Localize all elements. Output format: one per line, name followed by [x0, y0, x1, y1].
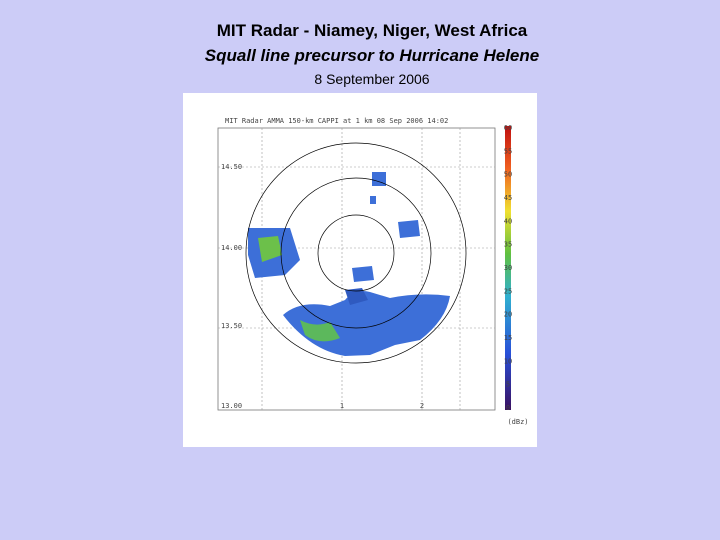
colorbar-label: 25	[504, 287, 512, 295]
colorbar-label: 10	[504, 357, 512, 365]
lat-label: 14.00	[221, 244, 242, 252]
colorbar-unit: (dBz)	[507, 418, 528, 426]
colorbar-label: 35	[504, 241, 512, 249]
colorbar	[505, 126, 511, 410]
lat-label: 13.00	[221, 402, 242, 410]
echoes	[248, 172, 450, 356]
range-rings	[245, 142, 467, 364]
plot-frame	[217, 127, 496, 411]
slide-date: 8 September 2006	[314, 71, 430, 87]
colorbar-label: 60	[504, 124, 512, 132]
colorbar-label: 15	[504, 334, 512, 342]
lon-label: 2	[420, 402, 424, 410]
lat-label: 14.50	[221, 163, 242, 171]
colorbar-label: 55	[504, 147, 512, 155]
colorbar-label: 20	[504, 311, 512, 319]
colorbar-label: 30	[504, 264, 512, 272]
slide-subtitle: Squall line precursor to Hurricane Helen…	[204, 46, 540, 65]
slide-title: MIT Radar - Niamey, Niger, West Africa	[216, 21, 528, 40]
colorbar-label: 5	[506, 381, 510, 389]
lon-label: 1	[340, 402, 344, 410]
colorbar-label: 40	[504, 217, 512, 225]
colorbar-label: 50	[504, 171, 512, 179]
image-header: MIT Radar AMMA 150-km CAPPI at 1 km 08 S…	[225, 117, 448, 125]
colorbar-label: 0	[506, 404, 510, 412]
lat-label: 13.50	[221, 322, 242, 330]
colorbar-label: 45	[504, 194, 512, 202]
